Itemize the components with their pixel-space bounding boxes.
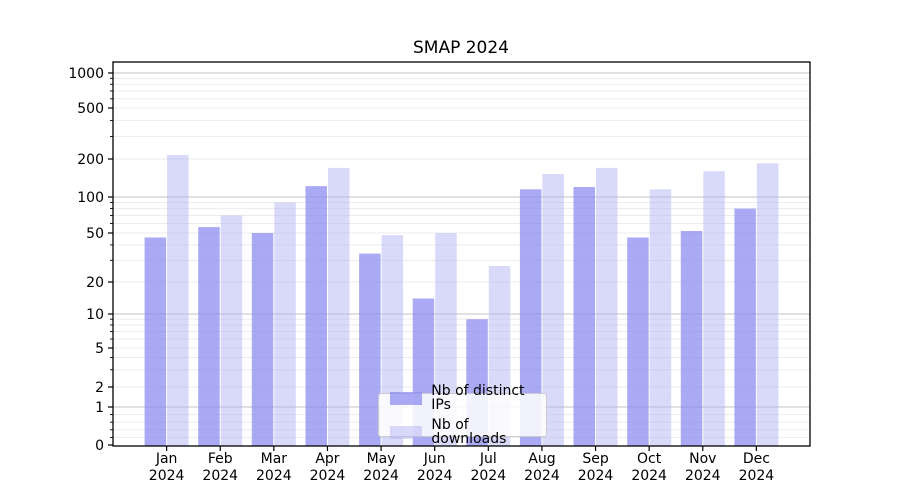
bar xyxy=(144,237,167,446)
bar xyxy=(627,237,649,446)
bar xyxy=(220,215,243,446)
x-tick-labels: Jan2024Feb2024Mar2024Apr2024May2024Jun20… xyxy=(149,451,774,484)
bar xyxy=(542,174,564,446)
x-tick-label-year: 2024 xyxy=(310,468,346,484)
bars-downloads xyxy=(167,155,779,447)
y-tick-label: 1 xyxy=(95,400,104,416)
y-tick-label: 0 xyxy=(95,438,104,454)
bar xyxy=(435,233,457,446)
legend-swatch-distinct-ips xyxy=(390,391,423,405)
legend: Nb of distinct IPs Nb of downloads xyxy=(378,384,547,446)
bar xyxy=(198,227,220,446)
x-tick-label-month: Oct xyxy=(637,451,662,467)
bar xyxy=(251,233,274,446)
legend-swatch-downloads xyxy=(390,425,423,439)
tick-marks xyxy=(108,72,757,451)
x-tick-label-year: 2024 xyxy=(631,468,667,484)
x-tick-label-year: 2024 xyxy=(149,468,185,484)
y-tick-label: 500 xyxy=(77,101,104,117)
x-tick-label-month: Apr xyxy=(315,451,339,467)
x-tick-label-month: Dec xyxy=(743,451,770,467)
x-tick-label-year: 2024 xyxy=(417,468,453,484)
x-tick-label-year: 2024 xyxy=(578,468,614,484)
x-tick-label-month: Mar xyxy=(261,451,288,467)
x-tick-label-year: 2024 xyxy=(363,468,399,484)
y-tick-label: 1000 xyxy=(68,66,104,82)
legend-item-downloads: Nb of downloads xyxy=(390,418,546,446)
bar xyxy=(167,155,189,446)
x-tick-label-month: Jun xyxy=(423,451,446,467)
bar xyxy=(328,167,350,446)
bar xyxy=(649,189,672,447)
x-tick-label-month: Aug xyxy=(528,451,555,467)
chart-title: SMAP 2024 xyxy=(413,38,509,58)
bar xyxy=(305,186,327,446)
x-tick-label-year: 2024 xyxy=(470,468,506,484)
x-tick-label-month: May xyxy=(367,451,396,467)
x-tick-label-month: Nov xyxy=(689,451,716,467)
x-tick-label-year: 2024 xyxy=(256,468,292,484)
bar xyxy=(359,253,381,446)
y-tick-label: 2 xyxy=(95,380,104,396)
axis-frame xyxy=(112,61,811,447)
x-tick-label-year: 2024 xyxy=(524,468,560,484)
y-tick-label: 100 xyxy=(77,190,104,206)
bar xyxy=(680,231,703,446)
x-tick-label-month: Sep xyxy=(582,451,609,467)
x-tick-label-year: 2024 xyxy=(739,468,775,484)
y-tick-label: 20 xyxy=(86,275,104,291)
bar xyxy=(519,189,542,447)
y-tick-label: 10 xyxy=(86,307,104,323)
x-tick-label-year: 2024 xyxy=(685,468,721,484)
x-tick-label-year: 2024 xyxy=(202,468,238,484)
y-tick-label: 200 xyxy=(77,152,104,168)
bar xyxy=(274,202,296,446)
legend-label-distinct-ips: Nb of distinct IPs xyxy=(431,383,525,413)
x-tick-label-month: Jul xyxy=(479,451,497,467)
legend-item-distinct-ips: Nb of distinct IPs xyxy=(390,384,546,412)
y-tick-label: 5 xyxy=(95,341,104,357)
bar xyxy=(573,187,595,446)
x-tick-label-month: Jan xyxy=(155,451,178,467)
bar xyxy=(734,208,756,446)
y-tick-label: 50 xyxy=(86,226,104,242)
legend-label-downloads: Nb of downloads xyxy=(431,417,507,447)
bar xyxy=(703,171,725,446)
bar xyxy=(756,163,779,447)
bar xyxy=(596,167,618,446)
x-tick-label-month: Feb xyxy=(208,451,233,467)
y-tick-labels: 0 1 2 5 10 20 50 100 200 500 1000 xyxy=(68,66,104,454)
